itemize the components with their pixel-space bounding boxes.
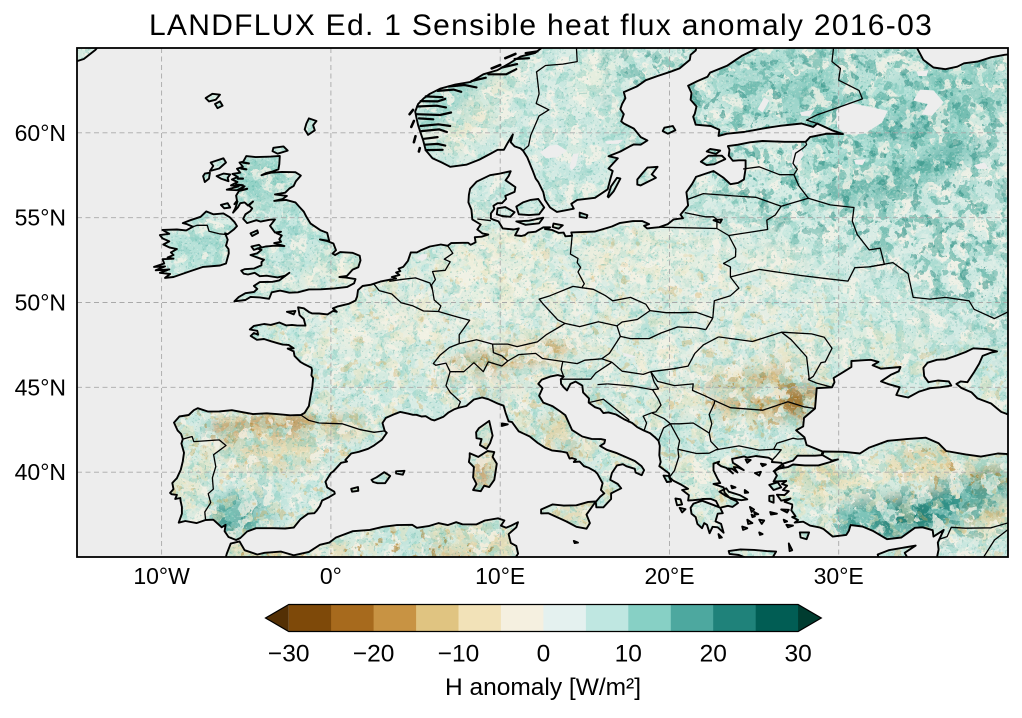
svg-text:−30: −30 bbox=[268, 641, 310, 668]
svg-text:30: 30 bbox=[784, 641, 811, 668]
svg-text:20: 20 bbox=[700, 641, 727, 668]
svg-text:LANDFLUX Ed. 1 Sensible heat f: LANDFLUX Ed. 1 Sensible heat flux anomal… bbox=[149, 9, 933, 42]
svg-text:10°E: 10°E bbox=[475, 563, 525, 589]
svg-text:−20: −20 bbox=[353, 641, 395, 668]
svg-text:10: 10 bbox=[615, 641, 642, 668]
svg-text:20°E: 20°E bbox=[644, 563, 694, 589]
svg-text:10°W: 10°W bbox=[133, 563, 190, 589]
svg-text:50°N: 50°N bbox=[15, 290, 66, 316]
svg-text:60°N: 60°N bbox=[15, 120, 66, 146]
svg-text:45°N: 45°N bbox=[15, 374, 66, 400]
svg-text:30°E: 30°E bbox=[814, 563, 864, 589]
svg-text:40°N: 40°N bbox=[15, 459, 66, 485]
svg-text:0°: 0° bbox=[320, 563, 342, 589]
svg-text:H anomaly [W/m²]: H anomaly [W/m²] bbox=[445, 674, 641, 701]
svg-text:0: 0 bbox=[537, 641, 551, 668]
svg-text:55°N: 55°N bbox=[15, 205, 66, 231]
svg-text:−10: −10 bbox=[438, 641, 480, 668]
